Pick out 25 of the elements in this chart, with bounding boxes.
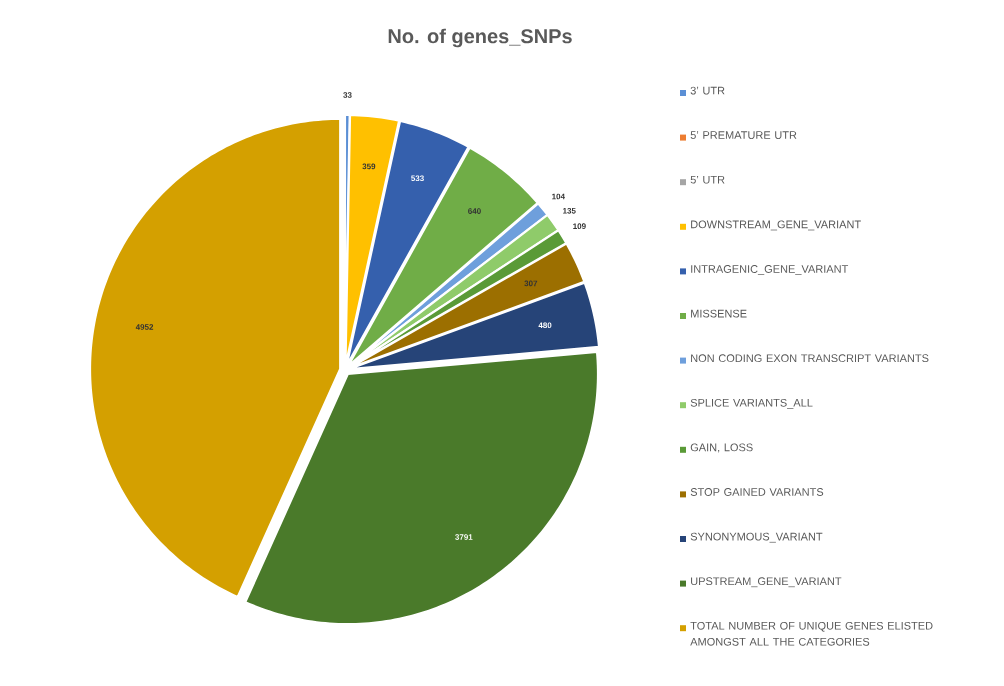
- data-label: 4952: [135, 324, 154, 330]
- data-label: 104: [552, 193, 565, 200]
- chart-title: No. of genes_SNPs: [388, 28, 572, 48]
- data-label: 307: [524, 280, 538, 287]
- legend-label: 5’ PREMATURE UTR: [690, 131, 797, 139]
- legend-label: 5’ UTR: [690, 175, 725, 184]
- data-label: 533: [411, 175, 424, 182]
- data-label: 3791: [455, 534, 473, 540]
- legend-label: MISSENSE: [691, 309, 747, 318]
- legend-label: SYNONYMOUS_VARIANT: [690, 532, 823, 543]
- legend-label: UPSTREAM_GENE_VARIANT: [691, 577, 842, 588]
- data-label: 480: [538, 322, 552, 329]
- data-label: 33: [343, 92, 352, 98]
- data-label: 359: [362, 163, 376, 170]
- legend-label: 3’ UTR: [690, 86, 725, 95]
- legend-label: NON CODING EXON TRANSCRIPT VARIANTS: [691, 354, 929, 363]
- legend-label: INTRAGENIC_GENE_VARIANT: [691, 265, 849, 275]
- legend-label: DOWNSTREAM_GENE_VARIANT: [691, 220, 861, 231]
- legend-label: STOP GAINED VARIANTS: [690, 488, 824, 496]
- legend-label: SPLICE VARIANTS_ALL: [690, 398, 813, 409]
- data-label: 640: [468, 208, 481, 214]
- legend-label: TOTAL NUMBER OF UNIQUE GENES ELISTED AMONGST ALL THE CATEGORIES: [690, 621, 933, 646]
- data-label: 109: [573, 223, 586, 230]
- legend-label: GAIN, LOSS: [690, 443, 753, 453]
- data-label: 135: [563, 207, 576, 214]
